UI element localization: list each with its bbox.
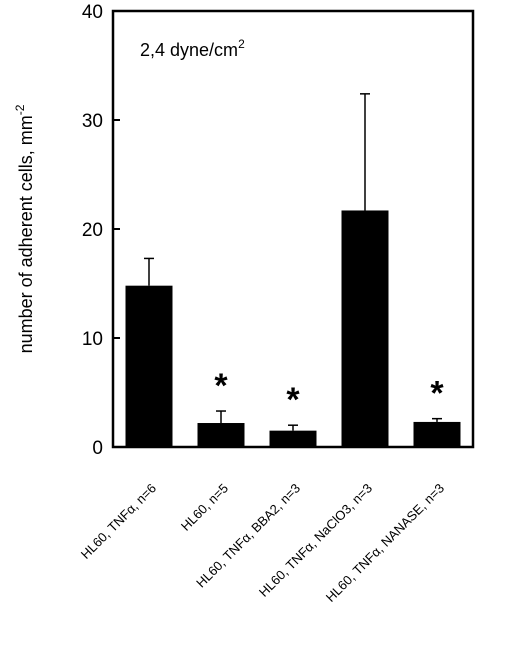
y-axis-label-superscript: -2 [13, 104, 27, 115]
annotation-superscript: 2 [238, 37, 245, 51]
category-label-4: HL60, TNFα, NANASE, n=3 [323, 481, 447, 605]
y-axis-label: number of adherent cells, mm-2 [13, 104, 36, 353]
error-bars [144, 93, 442, 431]
y-tick-label-2: 20 [82, 220, 103, 241]
category-label-0: HL60, TNFα, n=6 [78, 481, 159, 562]
y-tick-label-1: 10 [82, 329, 103, 350]
y-tick-label-3: 30 [82, 111, 103, 132]
y-tick-label-4: 40 [82, 2, 103, 23]
significance-star-4: * [430, 375, 444, 413]
bar-4 [413, 421, 461, 447]
bar-2 [269, 430, 317, 447]
y-tick-label-0: 0 [92, 438, 103, 459]
significance-star-1: * [214, 367, 228, 405]
bars [125, 210, 461, 447]
significance-markers: * * * [214, 367, 444, 419]
category-label-1: HL60, n=5 [178, 481, 231, 534]
shear-stress-annotation: 2,4 dyne/cm2 [140, 37, 245, 60]
bar-3 [341, 210, 389, 447]
y-axis-ticks: 0 10 20 30 40 [82, 2, 120, 459]
significance-star-2: * [286, 381, 300, 419]
bar-0 [125, 285, 173, 447]
bar-1 [197, 423, 245, 447]
